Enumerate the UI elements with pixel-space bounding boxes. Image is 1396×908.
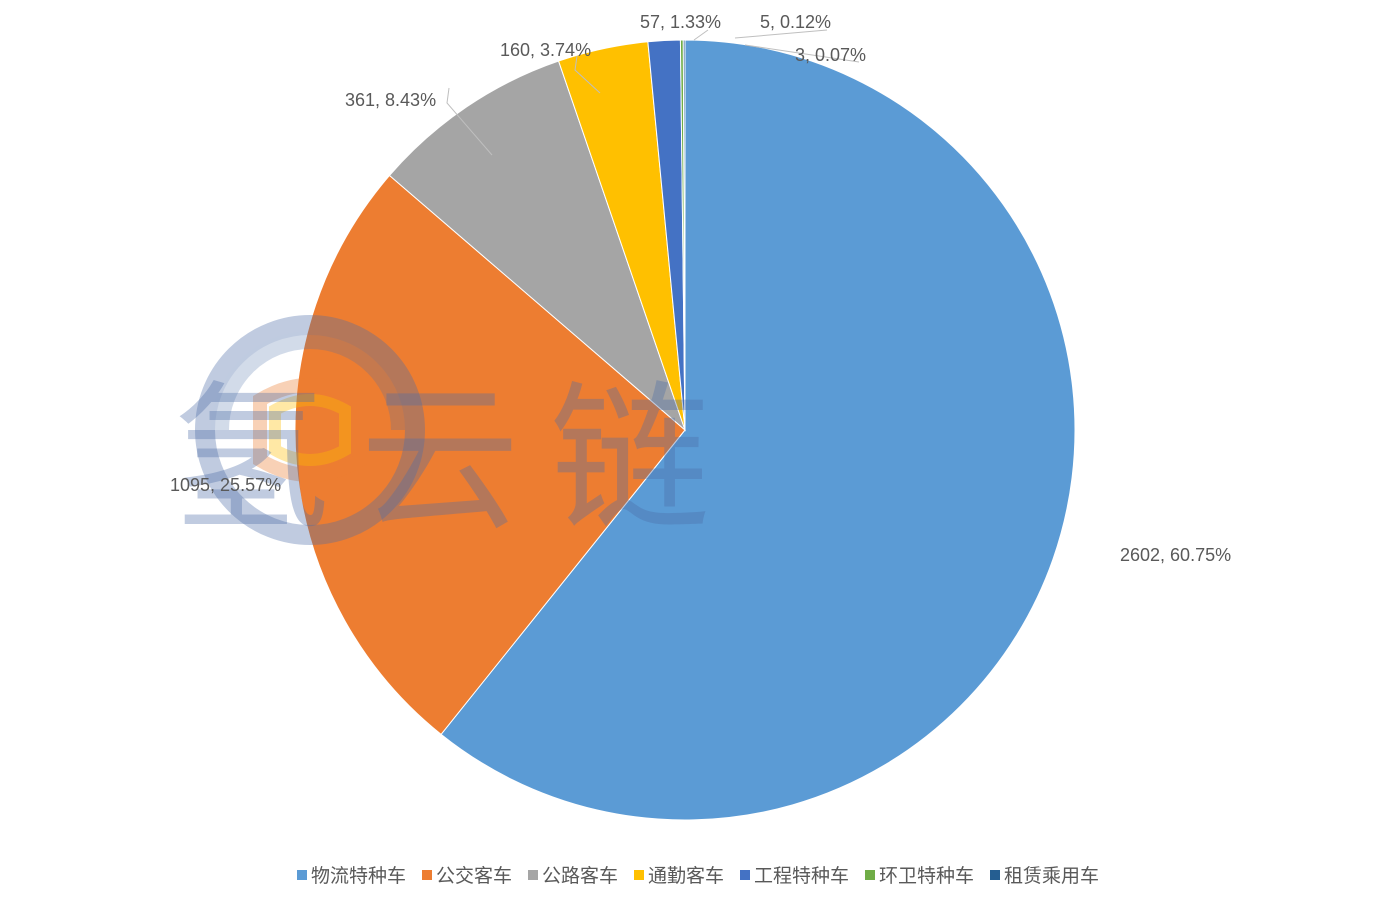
- chart-legend: 物流特种车 公交客车 公路客车 通勤客车 工程特种车 环卫特种车 租赁乘用车: [0, 861, 1396, 888]
- legend-item-0: 物流特种车: [297, 861, 406, 888]
- legend-swatch-icon: [740, 870, 750, 880]
- data-label-slice-2: 361, 8.43%: [345, 90, 436, 111]
- legend-label: 物流特种车: [311, 861, 406, 888]
- legend-item-4: 工程特种车: [740, 861, 849, 888]
- legend-label: 工程特种车: [754, 861, 849, 888]
- pie-slices-group: [295, 40, 1075, 820]
- legend-item-3: 通勤客车: [634, 861, 724, 888]
- legend-item-2: 公路客车: [528, 861, 618, 888]
- legend-swatch-icon: [528, 870, 538, 880]
- legend-swatch-icon: [990, 870, 1000, 880]
- data-label-slice-0: 2602, 60.75%: [1120, 545, 1231, 566]
- data-label-slice-6: 3, 0.07%: [795, 45, 866, 66]
- legend-item-5: 环卫特种车: [865, 861, 974, 888]
- pie-chart-svg: [0, 0, 1396, 908]
- legend-item-6: 租赁乘用车: [990, 861, 1099, 888]
- pie-chart-container: 氢云链 2602, 60.75% 1095, 25.57% 361, 8.43%…: [0, 0, 1396, 908]
- legend-label: 租赁乘用车: [1004, 861, 1099, 888]
- legend-swatch-icon: [634, 870, 644, 880]
- legend-label: 公交客车: [436, 861, 512, 888]
- legend-swatch-icon: [865, 870, 875, 880]
- legend-swatch-icon: [297, 870, 307, 880]
- legend-label: 公路客车: [542, 861, 618, 888]
- data-label-slice-4: 57, 1.33%: [640, 12, 721, 33]
- legend-label: 通勤客车: [648, 861, 724, 888]
- data-label-slice-5: 5, 0.12%: [760, 12, 831, 33]
- data-label-slice-1: 1095, 25.57%: [170, 475, 281, 496]
- legend-swatch-icon: [422, 870, 432, 880]
- legend-item-1: 公交客车: [422, 861, 512, 888]
- data-label-slice-3: 160, 3.74%: [500, 40, 591, 61]
- legend-label: 环卫特种车: [879, 861, 974, 888]
